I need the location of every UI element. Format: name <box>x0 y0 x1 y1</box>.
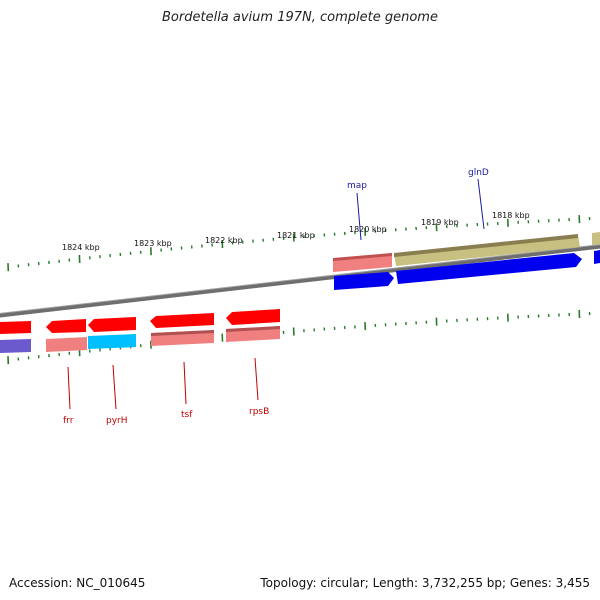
upper-scale-ticks <box>7 215 591 272</box>
accession-text: Accession: NC_010645 <box>9 576 146 590</box>
callout-line-frr <box>67 366 71 410</box>
gene-label-tsf[interactable]: tsf <box>181 410 193 420</box>
genome-summary-text: Topology: circular; Length: 3,732,255 bp… <box>260 576 590 590</box>
gene-red-feature[interactable] <box>0 321 31 334</box>
genome-backbone <box>0 244 600 318</box>
reverse-genes <box>0 309 280 353</box>
gene-label-pyrh[interactable]: pyrH <box>106 416 128 426</box>
callout-line-map <box>356 192 362 241</box>
gene-olive-partial[interactable] <box>592 232 600 245</box>
scale-label: 1821 kbp <box>277 231 315 240</box>
genome-title: Bordetella avium 197N, complete genome <box>162 10 438 25</box>
gene-frr-pink-feature[interactable] <box>46 337 87 352</box>
scale-label: 1823 kbp <box>134 239 172 248</box>
scale-label: 1820 kbp <box>349 225 387 234</box>
gene-glnd-feature[interactable] <box>394 235 580 266</box>
genome-backbone-highlight <box>0 244 600 314</box>
gene-map-feature-top <box>333 253 392 261</box>
gene-pyrh-cyan-feature[interactable] <box>88 334 136 349</box>
callout-line-pyrh <box>112 364 117 410</box>
scale-label: 1818 kbp <box>492 211 530 220</box>
gene-blue-partial[interactable] <box>594 250 600 264</box>
callout-line-tsf <box>183 361 187 405</box>
gene-label-frr[interactable]: frr <box>63 416 74 426</box>
scale-label: 1824 kbp <box>62 243 100 252</box>
gene-rpsb-red-feature[interactable] <box>226 309 280 325</box>
gene-label-map[interactable]: map <box>347 181 367 191</box>
gene-glnd-feature-top <box>394 234 578 257</box>
callout-line-glnd <box>477 178 485 230</box>
gene-blue-feature[interactable] <box>334 272 394 290</box>
gene-blue-feature[interactable] <box>396 253 582 284</box>
gene-tsf-pink-top <box>151 330 214 336</box>
gene-pyrh-red-feature[interactable] <box>88 317 136 332</box>
scale-label: 1822 kbp <box>205 236 243 245</box>
gene-frr-red-feature[interactable] <box>46 319 86 333</box>
gene-label-rpsb[interactable]: rpsB <box>249 407 269 417</box>
gene-label-glnd[interactable]: glnD <box>468 168 489 178</box>
callout-line-rpsb <box>254 357 259 401</box>
gene-tsf-red-feature[interactable] <box>150 313 214 328</box>
gene-rpsb-pink-top <box>226 326 280 332</box>
forward-genes <box>333 232 600 290</box>
scale-label: 1819 kbp <box>421 218 459 227</box>
gene-purple-feature[interactable] <box>0 339 31 353</box>
